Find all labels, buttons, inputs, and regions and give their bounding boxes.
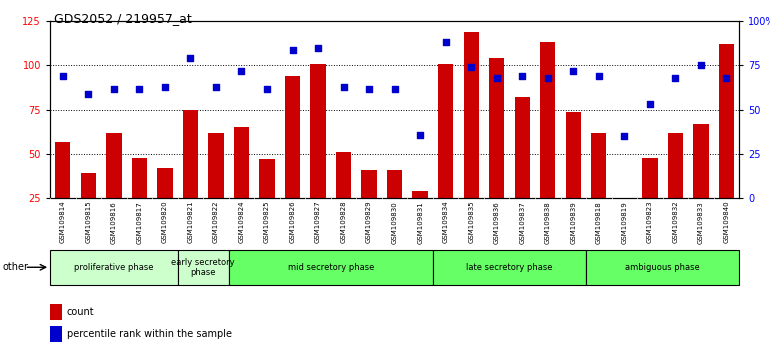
- Bar: [157, 168, 172, 242]
- Point: [159, 84, 171, 90]
- Text: GSM109832: GSM109832: [672, 201, 678, 244]
- Bar: [591, 133, 607, 242]
- Bar: [438, 64, 454, 242]
- Bar: [50, 250, 178, 285]
- Text: late secretory phase: late secretory phase: [466, 263, 553, 272]
- Text: GSM109835: GSM109835: [468, 201, 474, 244]
- Bar: [693, 124, 708, 242]
- Point: [184, 56, 196, 61]
- Text: GSM109819: GSM109819: [621, 201, 628, 244]
- Bar: [132, 158, 147, 242]
- Bar: [182, 110, 198, 242]
- Point: [286, 47, 299, 52]
- Text: GSM109836: GSM109836: [494, 201, 500, 244]
- Text: GSM109837: GSM109837: [519, 201, 525, 244]
- Point: [618, 133, 631, 139]
- Bar: [336, 152, 351, 242]
- Text: GDS2052 / 219957_at: GDS2052 / 219957_at: [54, 12, 192, 25]
- Text: GSM109816: GSM109816: [111, 201, 117, 244]
- Text: GSM109820: GSM109820: [162, 201, 168, 244]
- Text: GSM109830: GSM109830: [392, 201, 397, 244]
- Bar: [209, 133, 223, 242]
- Text: GSM109821: GSM109821: [187, 201, 193, 244]
- Text: count: count: [67, 307, 94, 318]
- Point: [541, 75, 554, 81]
- Point: [465, 64, 477, 70]
- Bar: [178, 250, 229, 285]
- Bar: [413, 191, 428, 242]
- Text: GSM109818: GSM109818: [596, 201, 602, 244]
- Text: GSM109823: GSM109823: [647, 201, 653, 244]
- Point: [567, 68, 580, 74]
- Point: [312, 45, 324, 51]
- Point: [363, 86, 375, 91]
- Bar: [514, 97, 530, 242]
- Point: [337, 84, 350, 90]
- Text: GSM109839: GSM109839: [571, 201, 576, 244]
- Text: GSM109829: GSM109829: [366, 201, 372, 244]
- Point: [57, 73, 69, 79]
- Text: GSM109831: GSM109831: [417, 201, 424, 244]
- Bar: [234, 127, 249, 242]
- Text: GSM109840: GSM109840: [724, 201, 729, 244]
- Bar: [668, 133, 683, 242]
- Text: ambiguous phase: ambiguous phase: [625, 263, 700, 272]
- Point: [490, 75, 503, 81]
- Bar: [81, 173, 96, 242]
- Point: [236, 68, 248, 74]
- Text: early secretory
phase: early secretory phase: [172, 258, 235, 277]
- Bar: [50, 304, 62, 320]
- Point: [133, 86, 146, 91]
- Point: [440, 40, 452, 45]
- Bar: [106, 133, 122, 242]
- Point: [108, 86, 120, 91]
- Point: [414, 132, 427, 137]
- Text: percentile rank within the sample: percentile rank within the sample: [67, 330, 232, 339]
- Bar: [50, 326, 62, 342]
- Bar: [540, 42, 555, 242]
- Point: [593, 73, 605, 79]
- Point: [644, 102, 656, 107]
- Text: other: other: [2, 262, 28, 272]
- Bar: [718, 44, 734, 242]
- Point: [388, 86, 400, 91]
- Text: GSM109815: GSM109815: [85, 201, 92, 244]
- Point: [695, 63, 707, 68]
- Point: [261, 86, 273, 91]
- Text: GSM109838: GSM109838: [544, 201, 551, 244]
- Text: proliferative phase: proliferative phase: [74, 263, 153, 272]
- Bar: [642, 158, 658, 242]
- Point: [209, 84, 222, 90]
- Bar: [55, 142, 71, 242]
- Text: GSM109826: GSM109826: [290, 201, 296, 244]
- Bar: [259, 159, 275, 242]
- Bar: [433, 250, 586, 285]
- Bar: [586, 250, 739, 285]
- Bar: [566, 112, 581, 242]
- Text: GSM109825: GSM109825: [264, 201, 270, 243]
- Bar: [310, 64, 326, 242]
- Text: GSM109817: GSM109817: [136, 201, 142, 244]
- Bar: [361, 170, 377, 242]
- Bar: [285, 76, 300, 242]
- Point: [720, 75, 732, 81]
- Bar: [617, 211, 632, 242]
- Text: GSM109828: GSM109828: [340, 201, 346, 244]
- Text: GSM109824: GSM109824: [239, 201, 245, 243]
- Bar: [464, 32, 479, 242]
- Text: mid secretory phase: mid secretory phase: [288, 263, 374, 272]
- Bar: [489, 58, 504, 242]
- Bar: [229, 250, 433, 285]
- Text: GSM109833: GSM109833: [698, 201, 704, 244]
- Text: GSM109814: GSM109814: [60, 201, 65, 244]
- Text: GSM109834: GSM109834: [443, 201, 449, 244]
- Text: GSM109822: GSM109822: [213, 201, 219, 243]
- Point: [669, 75, 681, 81]
- Point: [82, 91, 95, 97]
- Point: [516, 73, 528, 79]
- Bar: [387, 170, 402, 242]
- Text: GSM109827: GSM109827: [315, 201, 321, 244]
